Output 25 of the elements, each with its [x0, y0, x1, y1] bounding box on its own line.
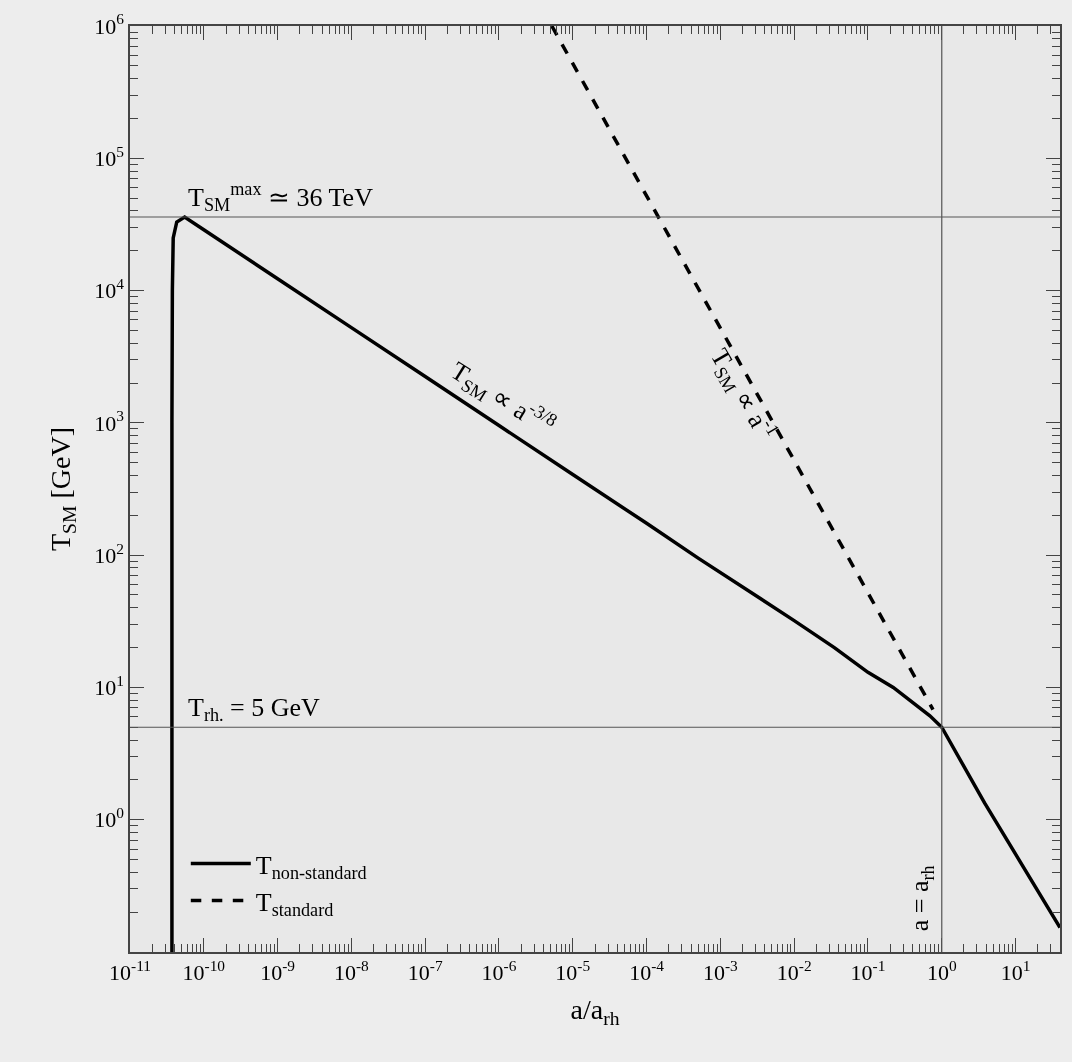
y-tick-label: 10$^{1}$ [94, 671, 124, 701]
ref-line-label: T$_{rh.}$ = 5 GeV [188, 693, 321, 726]
x-tick-label: 10$^{-1}$ [850, 956, 886, 986]
y-tick-label: 10$^{2}$ [94, 539, 124, 568]
x-tick-label: 10$^{-2}$ [776, 956, 812, 986]
y-tick-label: 10$^{3}$ [94, 407, 125, 436]
x-axis-title: a/a$_{rh}$ [570, 993, 620, 1029]
x-tick-label: 10$^{1}$ [1000, 956, 1031, 986]
x-tick-label: 10$^{-8}$ [333, 956, 370, 986]
x-tick-label: 10$^{-9}$ [260, 956, 296, 986]
x-tick-label: 10$^{-3}$ [702, 956, 739, 986]
x-tick-label: 10$^{-11}$ [109, 956, 151, 986]
y-tick-label: 10$^{5}$ [94, 142, 125, 171]
legend-label: T$_{non-standard}$ [255, 850, 367, 884]
x-tick-label: 10$^{-5}$ [555, 956, 591, 986]
y-tick-label: 10$^{4}$ [94, 275, 125, 304]
x-tick-label: 10$^{-4}$ [629, 956, 665, 986]
x-tick-label: 10$^{-10}$ [182, 956, 226, 986]
legend-label: T$_{standard}$ [255, 887, 334, 921]
x-tick-label: 10$^{0}$ [926, 956, 957, 986]
y-tick-label: 10$^{0}$ [94, 804, 125, 833]
x-tick-label: 10$^{-7}$ [407, 956, 443, 986]
ref-line-label: T$_{SM}$$^{max}$ ≃ 36 TeV [188, 179, 374, 216]
y-tick-label: 10$^{6}$ [94, 10, 125, 39]
x-tick-label: 10$^{-6}$ [481, 956, 517, 986]
